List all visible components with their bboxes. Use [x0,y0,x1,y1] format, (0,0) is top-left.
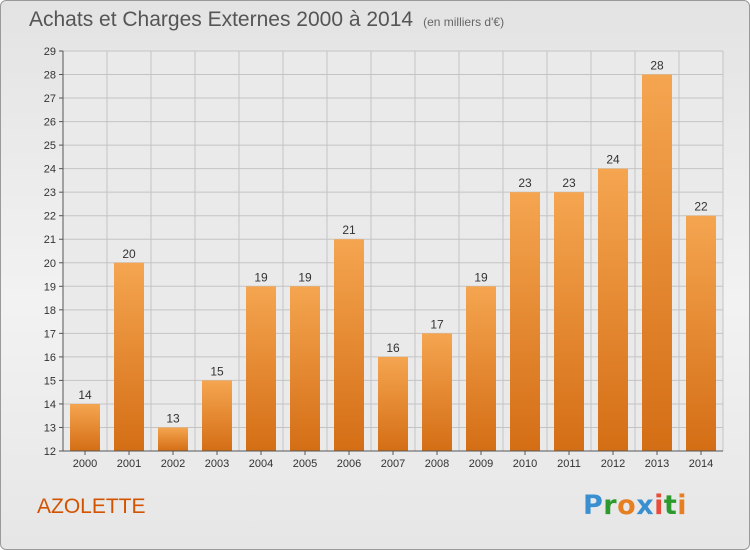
y-tick-label: 19 [44,281,56,293]
y-tick-label: 26 [44,117,56,129]
x-tick-label: 2013 [645,458,669,470]
bar [554,192,584,452]
bar [202,380,232,451]
bar [598,168,628,451]
data-label: 20 [122,247,136,261]
y-tick-label: 12 [44,446,56,458]
y-tick-label: 14 [44,399,56,411]
data-label: 16 [386,341,400,355]
axes [59,50,723,455]
data-label: 22 [694,200,708,214]
logo-letter: r [603,490,618,521]
chart-title: Achats et Charges Externes 2000 à 2014 (e… [29,8,504,32]
bar [334,239,364,451]
y-tick-label: 16 [44,352,56,364]
x-tick-label: 2009 [469,458,493,470]
y-tick-label: 21 [44,234,56,246]
chart-unit: (en milliers d'€) [423,15,505,29]
bar [246,286,276,451]
logo-letter: P [583,490,604,521]
y-tick-label: 20 [44,258,56,270]
data-label: 19 [298,270,312,284]
logo-letter: i [677,490,688,521]
data-label: 15 [210,364,224,378]
y-tick-label: 17 [44,328,56,340]
bar [70,403,100,451]
logo-letter: i [654,490,664,521]
x-tick-label: 2006 [337,458,361,470]
logo-letter: t [663,490,678,521]
x-tick-label: 2005 [293,458,317,470]
data-label: 13 [166,411,180,425]
x-tick-label: 2008 [425,458,449,470]
data-label: 23 [518,176,532,190]
bar [422,333,452,451]
bar [686,215,716,451]
data-label: 24 [606,153,620,167]
data-label: 28 [650,59,664,73]
y-tick-label: 27 [44,93,56,105]
y-tick-label: 18 [44,305,56,317]
proxiti-logo[interactable]: Proxiti [583,490,687,521]
x-tick-label: 2003 [205,458,229,470]
x-tick-label: 2007 [381,458,405,470]
bar [290,286,320,451]
x-tick-label: 2001 [117,458,141,470]
y-tick-label: 22 [44,211,56,223]
x-tick-label: 2000 [73,458,97,470]
bar [378,356,408,451]
x-tick-label: 2004 [249,458,273,470]
y-tick-label: 24 [44,164,56,176]
data-label: 14 [78,388,92,402]
bar [510,192,540,452]
data-label: 19 [474,270,488,284]
bar [466,286,496,451]
data-label: 19 [254,270,268,284]
bars [70,74,716,452]
chart-title-text: Achats et Charges Externes 2000 à 2014 [29,8,414,31]
data-label: 23 [562,176,576,190]
logo-letter: o [617,490,637,521]
y-tick-label: 25 [44,140,56,152]
commune-name: AZOLETTE [37,495,146,518]
y-tick-label: 29 [44,46,56,58]
x-tick-label: 2010 [513,458,537,470]
bar [642,74,672,451]
x-tick-label: 2002 [161,458,185,470]
data-label: 21 [342,223,356,237]
y-tick-label: 13 [44,422,56,434]
data-label: 17 [430,317,444,331]
y-tick-label: 15 [44,375,56,387]
y-tick-label: 28 [44,70,56,82]
x-tick-label: 2014 [689,458,713,470]
bar [114,262,144,451]
x-tick-label: 2012 [601,458,625,470]
bar [158,427,188,451]
x-tick-label: 2011 [557,458,581,470]
logo-letter: x [636,490,655,521]
labels: 12 13 14 15 16 17 18 19 20 21 22 23 24 25 26 27 28 29 14 20… [44,46,713,470]
y-tick-label: 23 [44,187,56,199]
